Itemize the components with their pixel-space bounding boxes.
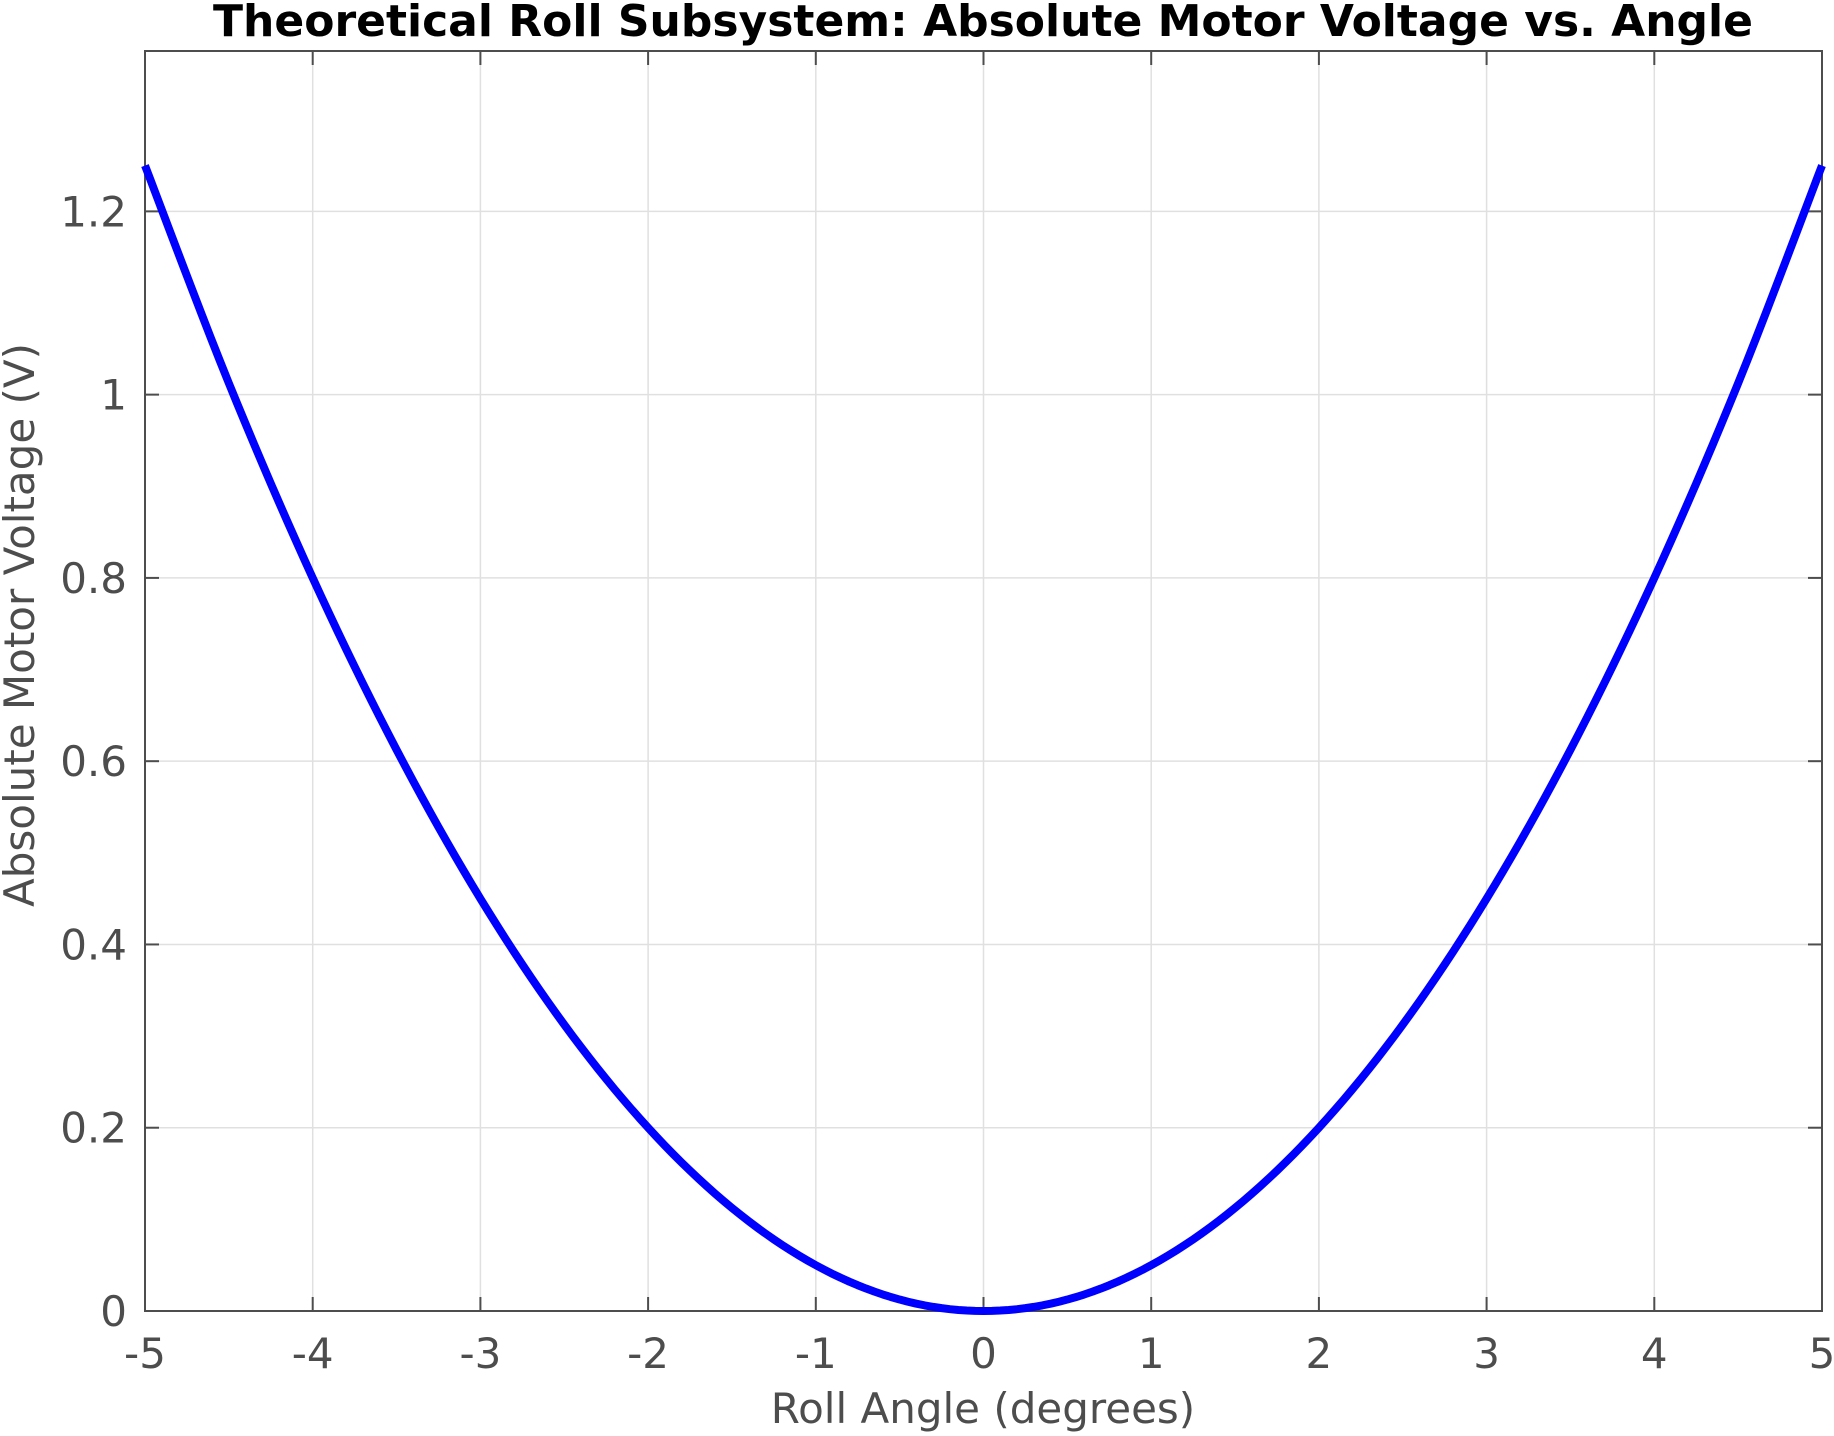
x-axis-title: Roll Angle (degrees)	[771, 1384, 1195, 1433]
y-tick-label: 0.2	[60, 1104, 127, 1153]
y-tick-label: 1.2	[60, 187, 127, 236]
y-tick-label: 0	[100, 1287, 127, 1336]
tick-labels: -5 -4 -3 -2 -1 0 1 2 3 4 5 0 0.2 0.4 0.6 0.8 1 1.2	[60, 187, 1834, 1378]
x-tick-label: 0	[970, 1329, 997, 1378]
axis-ticks	[144, 51, 1823, 1312]
x-tick-label: -2	[627, 1329, 669, 1378]
grid	[144, 51, 1823, 1312]
chart-title: Theoretical Roll Subsystem: Absolute Mot…	[213, 0, 1753, 47]
series-layer	[141, 164, 1826, 1315]
x-tick-label: -1	[795, 1329, 837, 1378]
x-tick-label: 4	[1641, 1329, 1668, 1378]
x-tick-label: 1	[1138, 1329, 1165, 1378]
x-tick-label: 2	[1306, 1329, 1333, 1378]
x-tick-label: -3	[459, 1329, 501, 1378]
y-tick-label: 1	[100, 371, 127, 420]
y-tick-label: 0.6	[60, 737, 127, 786]
y-tick-label: 0.8	[60, 554, 127, 603]
y-tick-label: 0.4	[60, 920, 127, 969]
y-axis-title: Absolute Motor Voltage (V)	[0, 343, 44, 907]
x-tick-label: 3	[1473, 1329, 1500, 1378]
x-tick-label: -4	[292, 1329, 334, 1378]
x-tick-label: 5	[1809, 1329, 1834, 1378]
x-tick-label: -5	[124, 1329, 166, 1378]
